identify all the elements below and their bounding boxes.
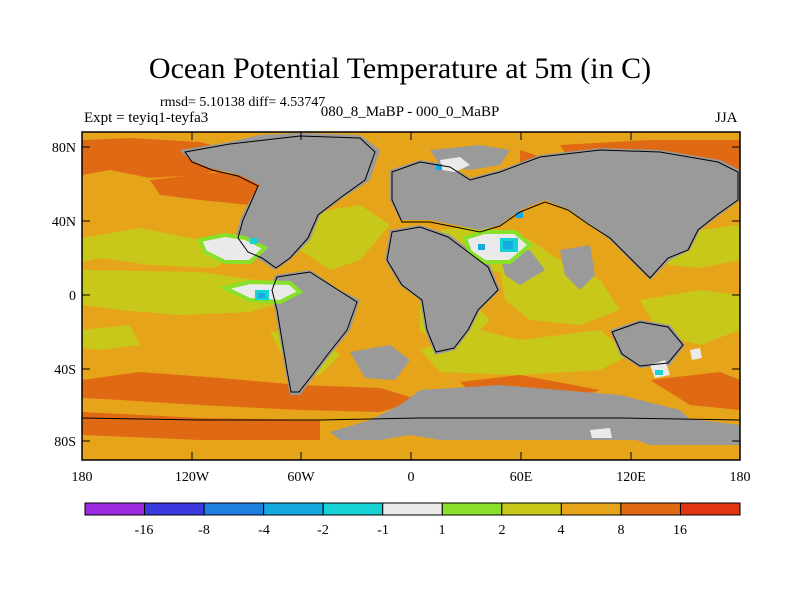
y-tick-label: 80S — [54, 435, 76, 450]
coastlines — [81, 135, 741, 421]
small-positive-regions — [197, 230, 534, 305]
colorbar-swatch — [679, 502, 741, 516]
colorbar-swatch — [441, 502, 503, 516]
season-label: JJA — [715, 110, 738, 126]
plot-title: Ocean Potential Temperature at 5m (in C) — [148, 52, 652, 85]
experiment-label: Expt = teyiq1-teyfa3 — [84, 110, 209, 126]
colorbar-label: -4 — [258, 523, 270, 538]
colorbar-label: 8 — [618, 523, 625, 538]
x-tick-label: 0 — [408, 470, 415, 485]
colorbar-swatch — [84, 502, 146, 516]
colorbar-swatch — [203, 502, 265, 516]
colorbar-label: -8 — [198, 523, 210, 538]
colorbar-swatch — [263, 502, 324, 516]
colorbar — [84, 502, 741, 516]
colorbar-label: 4 — [558, 523, 565, 538]
colorbar-swatch — [382, 502, 443, 516]
x-tick-label: 180 — [72, 470, 93, 485]
colorbar-swatch — [560, 502, 622, 516]
x-tick-label: 120E — [616, 470, 646, 485]
colorbar-label: -1 — [377, 523, 389, 538]
y-tick-label: 40N — [52, 215, 76, 230]
tick-marks — [81, 132, 741, 460]
colorbar-swatch — [501, 502, 562, 516]
x-tick-label: 120W — [175, 470, 210, 485]
colorbar-swatch — [620, 502, 681, 516]
colorbar-labels: -16 -8 -4 -2 -1 1 2 4 8 16 — [135, 523, 687, 538]
y-tick-label: 0 — [69, 289, 76, 304]
rmsd-diff-stats: rmsd= 5.10138 diff= 4.53747 — [160, 95, 326, 110]
y-tick-label: 40S — [54, 363, 76, 378]
y-tick-label: 80N — [52, 141, 76, 156]
colorbar-swatch — [322, 502, 384, 516]
period-subtitle: 080_8_MaBP - 000_0_MaBP — [320, 104, 500, 120]
colorbar-swatch — [144, 502, 205, 516]
colorbar-label: -16 — [135, 523, 154, 538]
negative-anomaly-regions — [250, 164, 663, 375]
x-tick-label: 180 — [730, 470, 751, 485]
colorbar-label: 1 — [439, 523, 446, 538]
colorbar-label: -2 — [317, 523, 329, 538]
x-tick-label: 60W — [287, 470, 315, 485]
colorbar-label: 2 — [499, 523, 506, 538]
colorbar-label: 16 — [673, 523, 687, 538]
x-tick-label: 60E — [510, 470, 533, 485]
